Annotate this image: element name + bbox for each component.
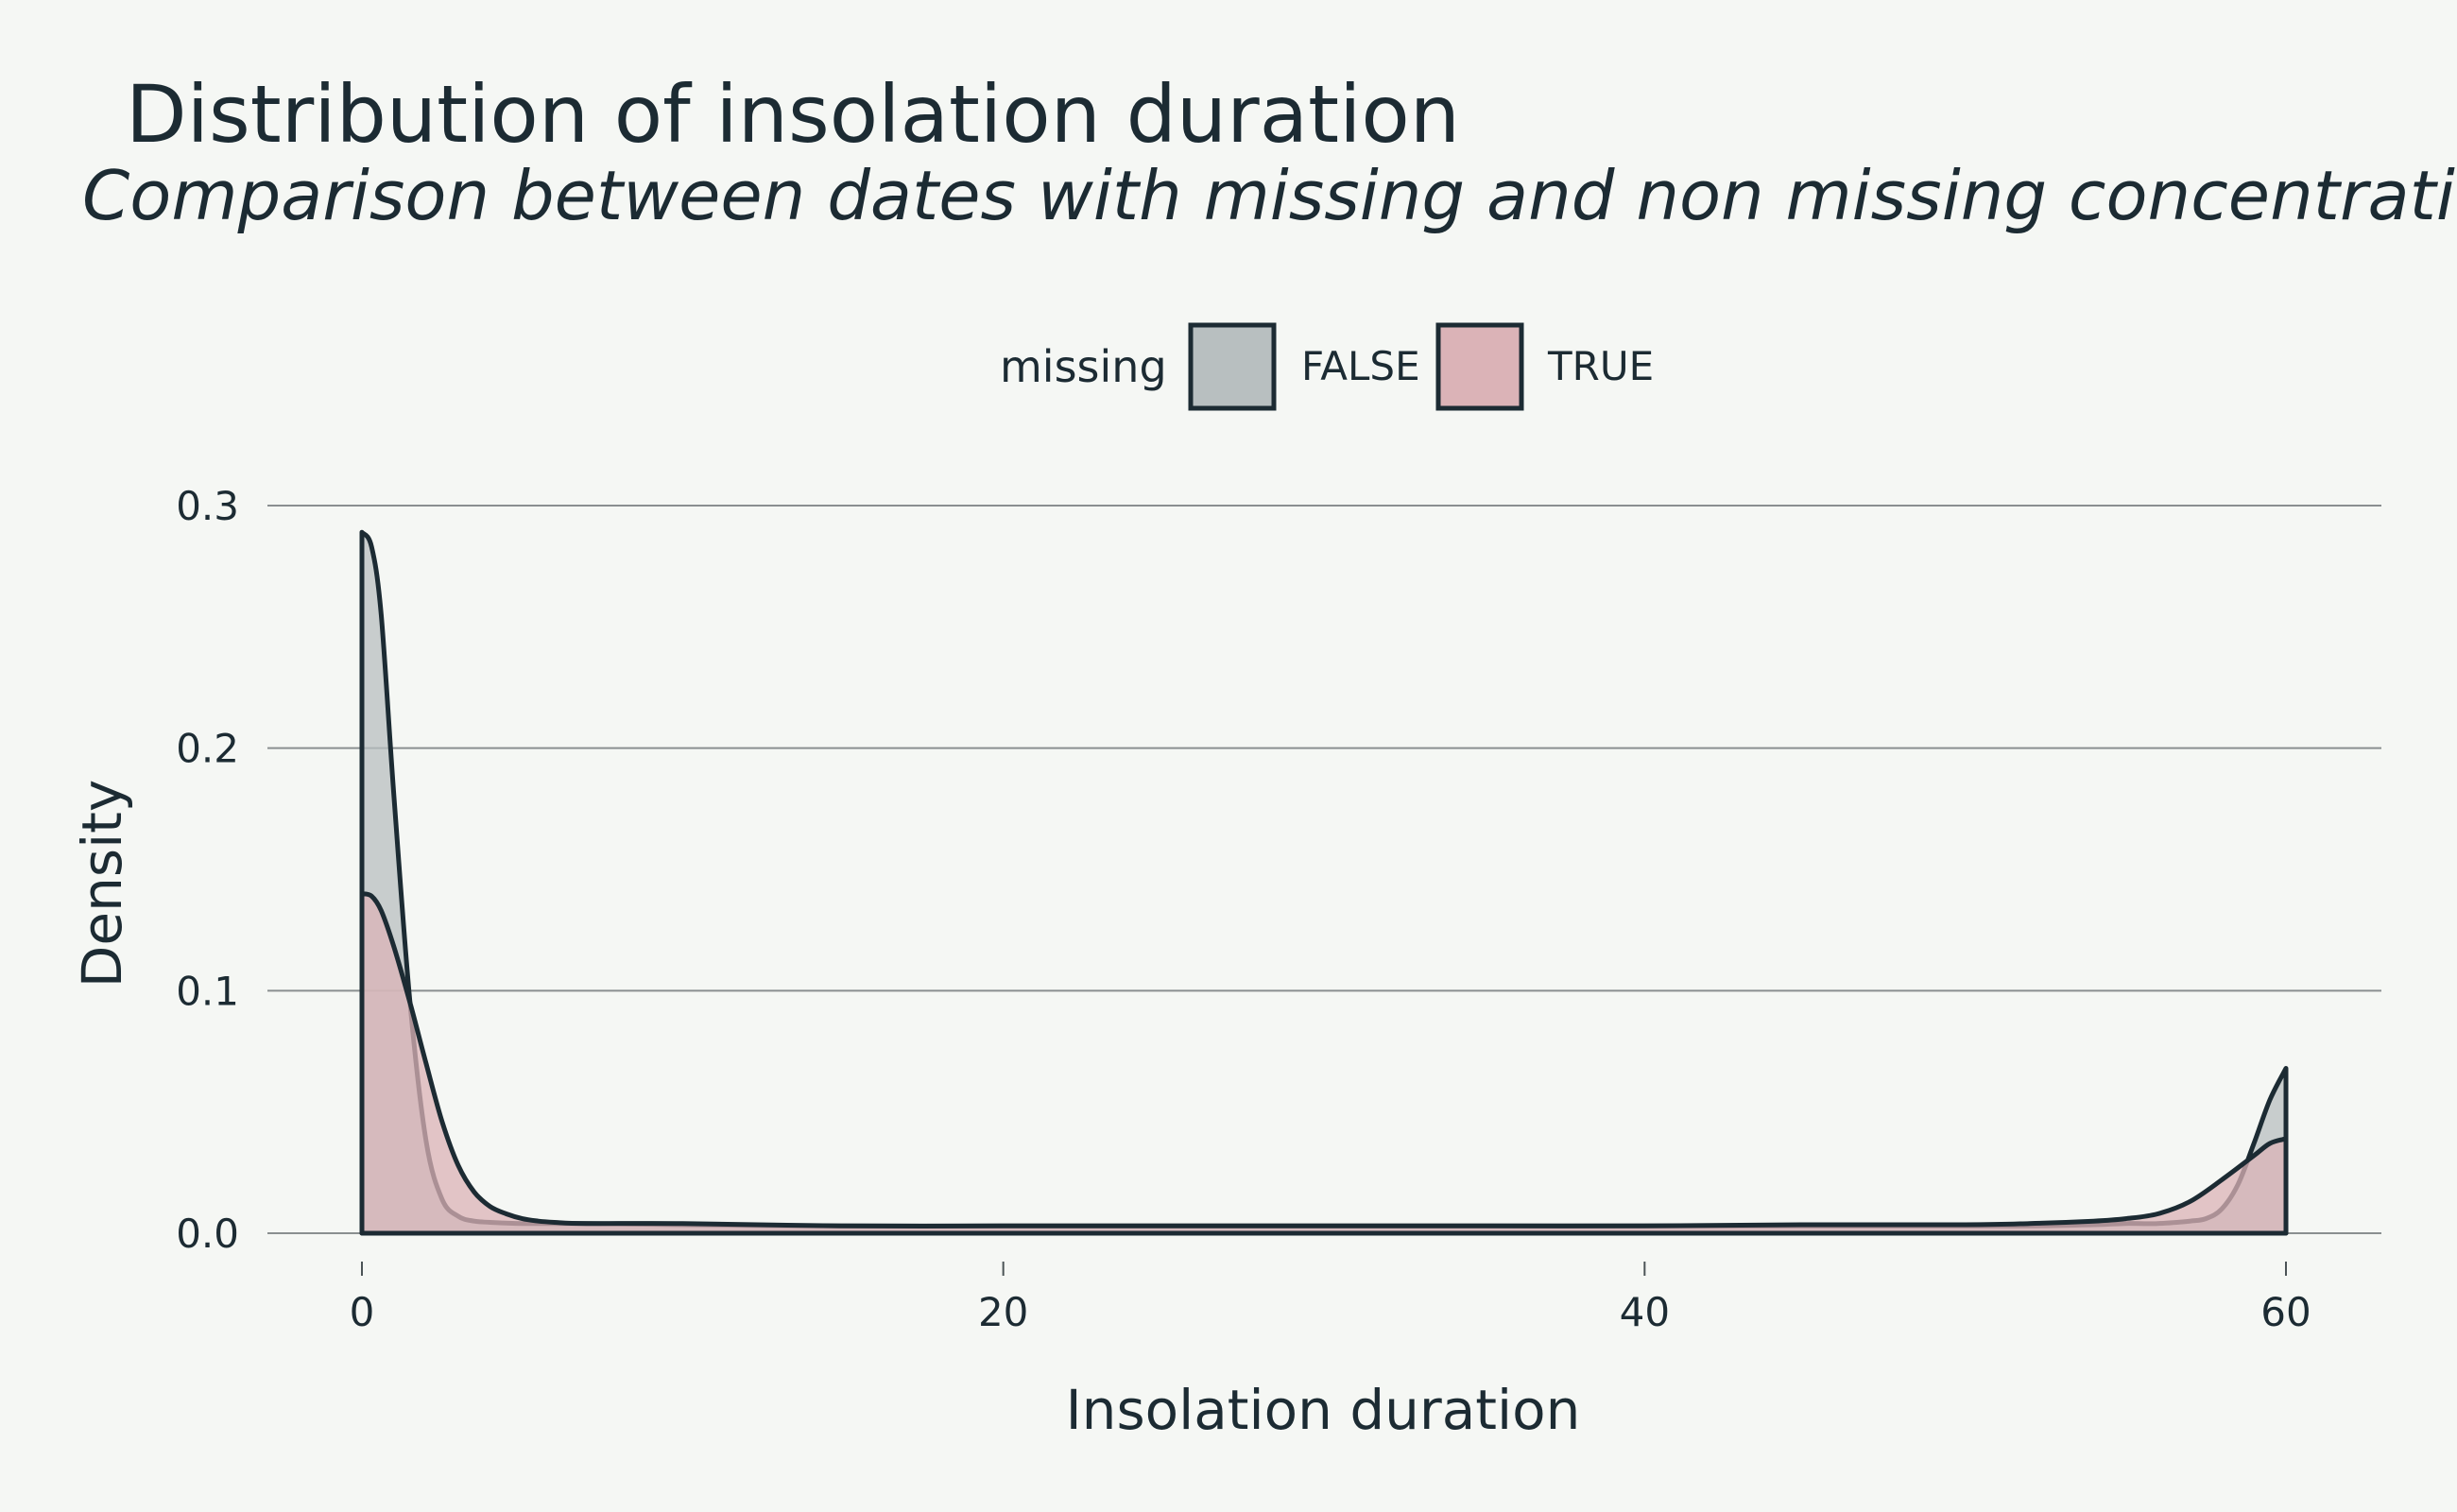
- legend-title: missing: [1000, 341, 1167, 392]
- x-tick-label: 40: [1620, 1289, 1670, 1335]
- legend-swatch-false: [1188, 322, 1277, 411]
- density-areas: [359, 529, 2289, 1236]
- density-series-false: [359, 529, 2289, 1236]
- legend-label-true: TRUE: [1547, 343, 1654, 389]
- y-tick-label: 0.0: [176, 1211, 239, 1257]
- legend-label-false: FALSE: [1301, 343, 1420, 389]
- legend-swatch-true: [1435, 322, 1524, 411]
- legend: missing FALSE TRUE: [1000, 322, 1654, 411]
- density-series-true: [359, 891, 2289, 1236]
- y-axis-ticks: 0.0 0.1 0.2 0.3: [176, 483, 239, 1257]
- gridlines: [267, 505, 2381, 1234]
- y-tick-label: 0.1: [176, 968, 239, 1014]
- chart-title: Distribution of insolation duration: [126, 68, 1460, 161]
- x-axis-ticks: 0 20 40 60: [350, 1262, 2311, 1335]
- x-axis-label: Insolation duration: [1066, 1378, 1581, 1442]
- x-tick-label: 0: [350, 1289, 375, 1335]
- y-tick-label: 0.3: [176, 483, 239, 529]
- x-tick-label: 20: [978, 1289, 1028, 1335]
- x-tick-label: 60: [2260, 1289, 2311, 1335]
- chart-subtitle: Comparison between dates with missing an…: [82, 156, 2457, 235]
- y-tick-label: 0.2: [176, 726, 239, 772]
- y-axis-label: Density: [70, 780, 134, 988]
